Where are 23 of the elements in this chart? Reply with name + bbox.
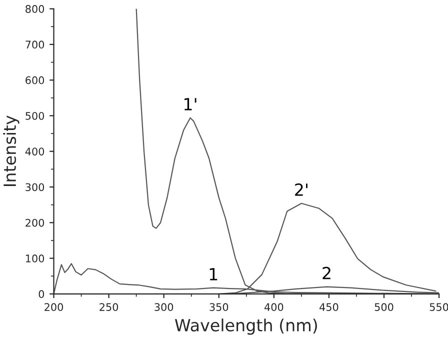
y-tick-label: 100 [26, 254, 44, 262]
x-tick-label: 250 [100, 303, 118, 312]
series-label: 1 [210, 268, 218, 280]
x-tick-label: 300 [154, 303, 174, 312]
series-label: 2 [322, 266, 330, 280]
x-tick-label: 350 [210, 303, 228, 312]
y-tick-label: 500 [26, 112, 44, 120]
x-axis-title: Wavelength (nm) [174, 318, 317, 335]
y-tick-label: 200 [26, 218, 44, 227]
x-tick-label: 400 [264, 303, 284, 312]
y-axis-title: Intensity [3, 116, 20, 186]
series-label: 1' [184, 98, 196, 110]
series-label: 2' [295, 183, 308, 196]
y-tick-label: 0 [38, 290, 44, 298]
y-tick-label: 300 [26, 183, 44, 192]
x-tick-label: 500 [374, 303, 394, 312]
y-tick-label: 400 [25, 148, 44, 156]
x-tick-label: 550 [430, 303, 448, 312]
y-tick-label: 800 [26, 5, 44, 13]
y-tick-label: 700 [26, 40, 44, 49]
x-tick-label: 200 [44, 303, 64, 312]
y-tick-label: 600 [26, 76, 44, 84]
x-tick-label: 450 [320, 303, 338, 312]
